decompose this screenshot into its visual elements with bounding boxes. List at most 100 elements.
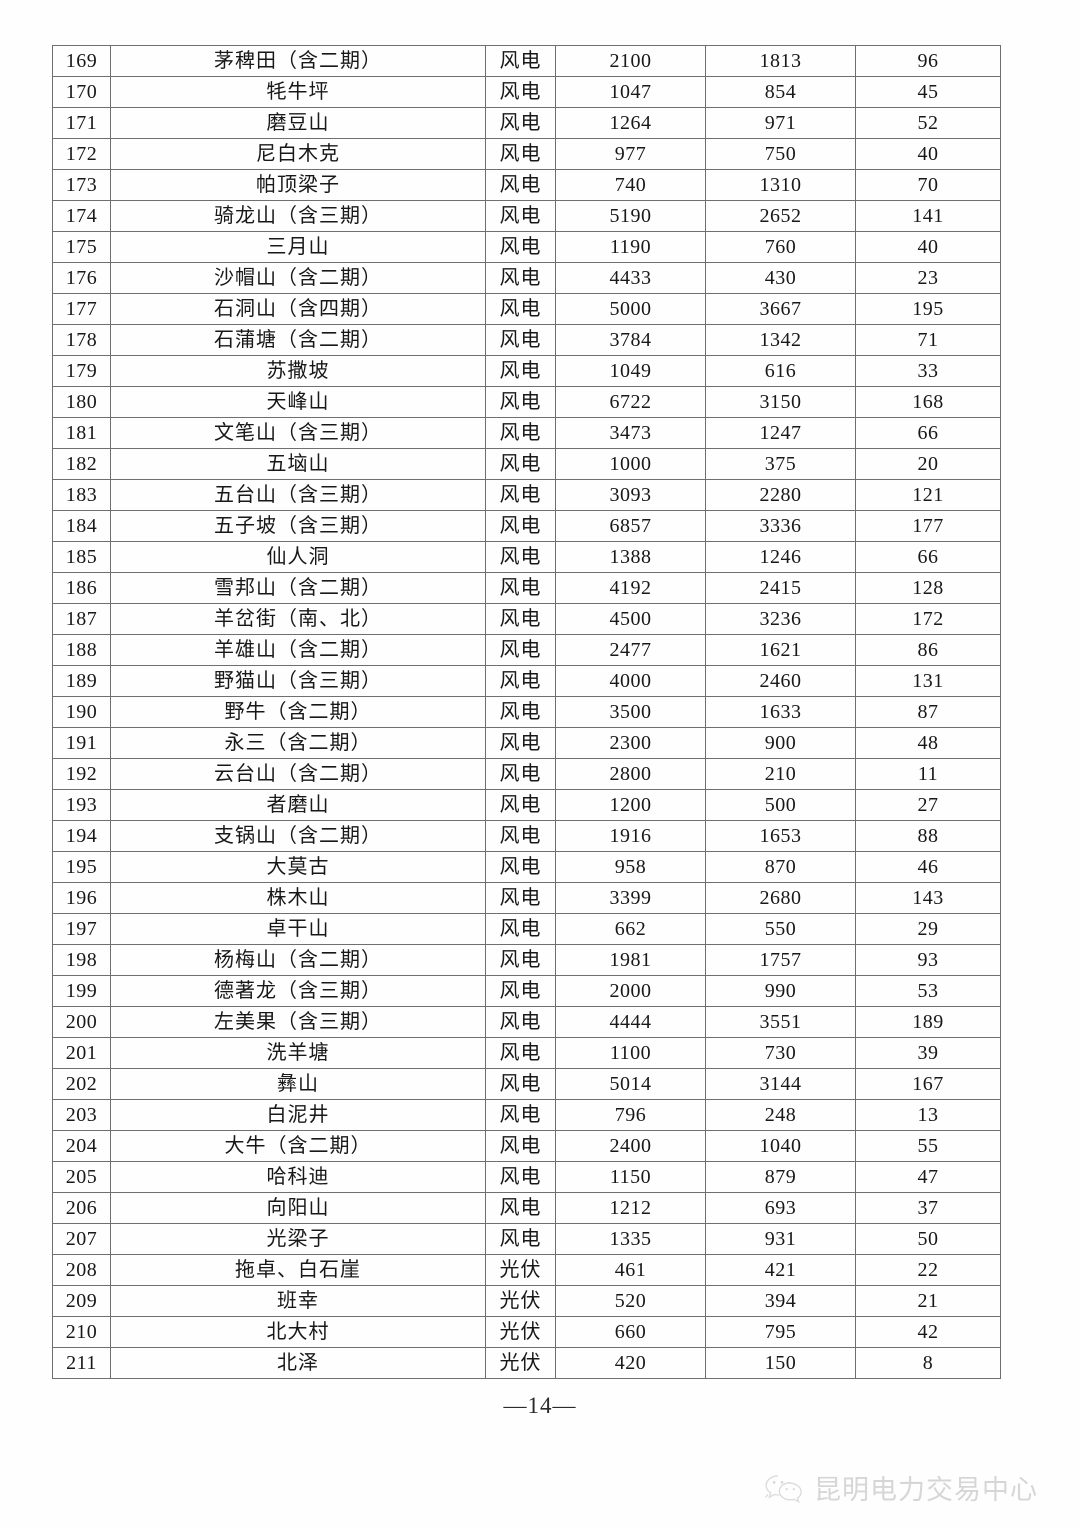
cell-index: 171 bbox=[52, 107, 111, 139]
cell-name: 北泽 bbox=[110, 1347, 486, 1379]
cell-index: 204 bbox=[52, 1130, 111, 1162]
wechat-icon bbox=[764, 1471, 804, 1505]
table-row: 173 帕顶梁子 风电 740 1310 70 bbox=[52, 169, 1001, 201]
cell-value-1: 1190 bbox=[555, 231, 706, 263]
cell-value-3: 128 bbox=[855, 572, 1001, 604]
cell-value-1: 2100 bbox=[555, 45, 706, 77]
cell-value-1: 2477 bbox=[555, 634, 706, 666]
cell-value-2: 971 bbox=[705, 107, 856, 139]
cell-name: 茅稗田（含二期） bbox=[110, 45, 486, 77]
cell-type: 风电 bbox=[485, 417, 556, 449]
table-row: 169 茅稗田（含二期） 风电 2100 1813 96 bbox=[52, 45, 1001, 77]
cell-type: 光伏 bbox=[485, 1347, 556, 1379]
cell-name: 永三（含二期） bbox=[110, 727, 486, 759]
cell-value-3: 29 bbox=[855, 913, 1001, 945]
cell-value-3: 177 bbox=[855, 510, 1001, 542]
cell-value-3: 93 bbox=[855, 944, 1001, 976]
cell-index: 169 bbox=[52, 45, 111, 77]
cell-name: 大牛（含二期） bbox=[110, 1130, 486, 1162]
cell-index: 175 bbox=[52, 231, 111, 263]
table-row: 202 彝山 风电 5014 3144 167 bbox=[52, 1068, 1001, 1100]
cell-value-3: 189 bbox=[855, 1006, 1001, 1038]
table-row: 195 大莫古 风电 958 870 46 bbox=[52, 851, 1001, 883]
cell-name: 骑龙山（含三期） bbox=[110, 200, 486, 232]
table-row: 191 永三（含二期） 风电 2300 900 48 bbox=[52, 727, 1001, 759]
cell-index: 211 bbox=[52, 1347, 111, 1379]
cell-value-1: 1047 bbox=[555, 76, 706, 108]
cell-value-1: 796 bbox=[555, 1099, 706, 1131]
cell-name: 大莫古 bbox=[110, 851, 486, 883]
cell-index: 178 bbox=[52, 324, 111, 356]
cell-value-3: 96 bbox=[855, 45, 1001, 77]
table-row: 178 石蒲塘（含二期） 风电 3784 1342 71 bbox=[52, 324, 1001, 356]
cell-value-3: 42 bbox=[855, 1316, 1001, 1348]
cell-name: 彝山 bbox=[110, 1068, 486, 1100]
cell-type: 风电 bbox=[485, 572, 556, 604]
cell-value-2: 1246 bbox=[705, 541, 856, 573]
table-row: 190 野牛（含二期） 风电 3500 1633 87 bbox=[52, 696, 1001, 728]
cell-type: 风电 bbox=[485, 386, 556, 418]
cell-value-1: 1200 bbox=[555, 789, 706, 821]
cell-name: 文笔山（含三期） bbox=[110, 417, 486, 449]
cell-index: 193 bbox=[52, 789, 111, 821]
cell-index: 201 bbox=[52, 1037, 111, 1069]
table-row: 210 北大村 光伏 660 795 42 bbox=[52, 1316, 1001, 1348]
cell-index: 183 bbox=[52, 479, 111, 511]
cell-value-3: 55 bbox=[855, 1130, 1001, 1162]
cell-type: 风电 bbox=[485, 634, 556, 666]
cell-name: 杨梅山（含二期） bbox=[110, 944, 486, 976]
cell-value-2: 870 bbox=[705, 851, 856, 883]
cell-type: 风电 bbox=[485, 262, 556, 294]
cell-value-1: 3500 bbox=[555, 696, 706, 728]
cell-type: 风电 bbox=[485, 1099, 556, 1131]
cell-value-2: 2680 bbox=[705, 882, 856, 914]
cell-value-1: 1916 bbox=[555, 820, 706, 852]
cell-name: 五台山（含三期） bbox=[110, 479, 486, 511]
cell-index: 192 bbox=[52, 758, 111, 790]
cell-value-1: 3093 bbox=[555, 479, 706, 511]
cell-value-3: 141 bbox=[855, 200, 1001, 232]
cell-value-1: 1049 bbox=[555, 355, 706, 387]
table-row: 200 左美果（含三期） 风电 4444 3551 189 bbox=[52, 1006, 1001, 1038]
cell-value-2: 550 bbox=[705, 913, 856, 945]
cell-value-1: 1264 bbox=[555, 107, 706, 139]
cell-name: 羊岔街（南、北） bbox=[110, 603, 486, 635]
cell-value-1: 4500 bbox=[555, 603, 706, 635]
cell-value-2: 795 bbox=[705, 1316, 856, 1348]
cell-value-3: 121 bbox=[855, 479, 1001, 511]
cell-name: 左美果（含三期） bbox=[110, 1006, 486, 1038]
cell-type: 光伏 bbox=[485, 1316, 556, 1348]
cell-value-3: 11 bbox=[855, 758, 1001, 790]
cell-type: 风电 bbox=[485, 1037, 556, 1069]
cell-type: 风电 bbox=[485, 696, 556, 728]
cell-type: 风电 bbox=[485, 1068, 556, 1100]
cell-value-1: 2800 bbox=[555, 758, 706, 790]
cell-index: 179 bbox=[52, 355, 111, 387]
cell-index: 187 bbox=[52, 603, 111, 635]
cell-index: 198 bbox=[52, 944, 111, 976]
cell-value-1: 6722 bbox=[555, 386, 706, 418]
cell-value-2: 730 bbox=[705, 1037, 856, 1069]
cell-type: 风电 bbox=[485, 665, 556, 697]
cell-index: 180 bbox=[52, 386, 111, 418]
table-row: 170 牦牛坪 风电 1047 854 45 bbox=[52, 76, 1001, 108]
cell-name: 三月山 bbox=[110, 231, 486, 263]
cell-type: 风电 bbox=[485, 324, 556, 356]
cell-value-1: 3473 bbox=[555, 417, 706, 449]
table-row: 211 北泽 光伏 420 150 8 bbox=[52, 1347, 1001, 1379]
cell-type: 风电 bbox=[485, 820, 556, 852]
cell-type: 风电 bbox=[485, 882, 556, 914]
cell-value-2: 1653 bbox=[705, 820, 856, 852]
cell-value-3: 86 bbox=[855, 634, 1001, 666]
cell-value-1: 520 bbox=[555, 1285, 706, 1317]
cell-name: 羊雄山（含二期） bbox=[110, 634, 486, 666]
cell-value-2: 3150 bbox=[705, 386, 856, 418]
table-row: 188 羊雄山（含二期） 风电 2477 1621 86 bbox=[52, 634, 1001, 666]
cell-value-3: 52 bbox=[855, 107, 1001, 139]
cell-type: 风电 bbox=[485, 45, 556, 77]
cell-value-2: 3336 bbox=[705, 510, 856, 542]
cell-value-1: 1150 bbox=[555, 1161, 706, 1193]
cell-index: 203 bbox=[52, 1099, 111, 1131]
cell-value-2: 150 bbox=[705, 1347, 856, 1379]
cell-value-1: 461 bbox=[555, 1254, 706, 1286]
